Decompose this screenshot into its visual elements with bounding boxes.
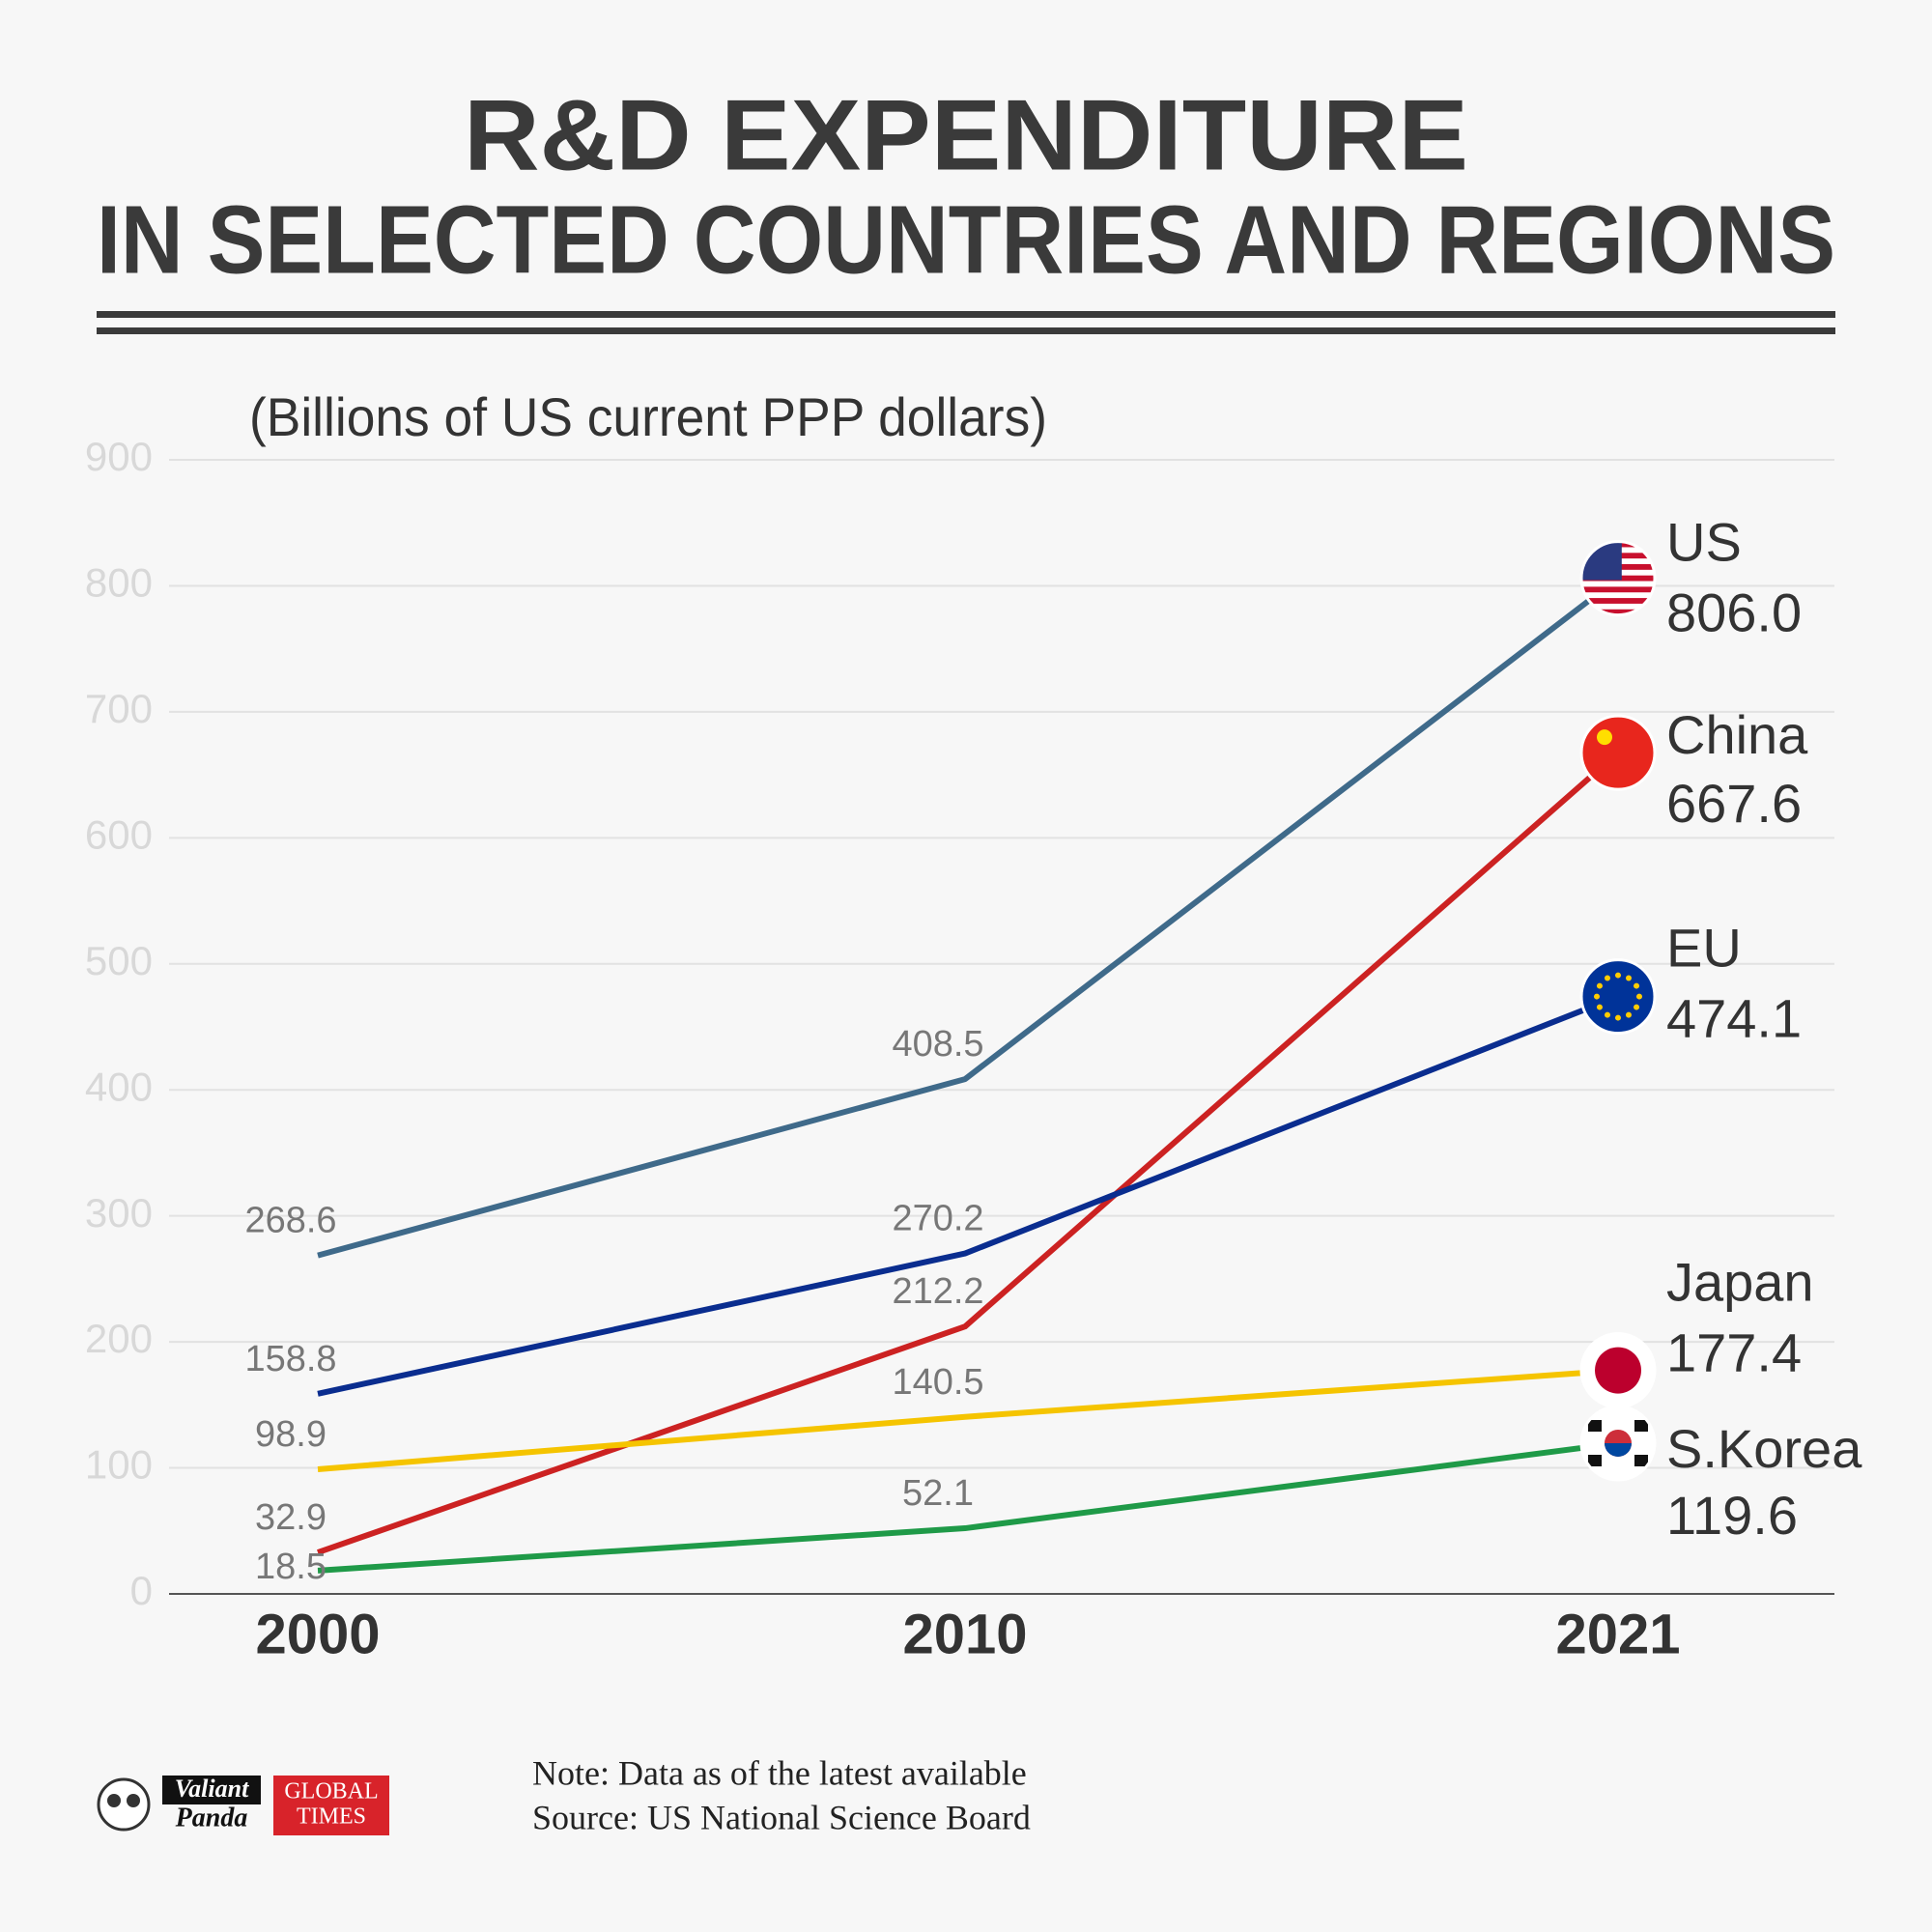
flag-trigram <box>1588 1454 1602 1466</box>
y-tick-label: 0 <box>130 1568 153 1613</box>
data-label: 270.2 <box>892 1199 983 1239</box>
flag-stripe <box>1581 598 1655 604</box>
source: Source: US National Science Board <box>532 1798 1031 1836</box>
y-tick-label: 200 <box>85 1316 153 1361</box>
flag-edge <box>1579 540 1657 617</box>
logo-valiant-panda: Valiant Panda <box>97 1775 261 1833</box>
logo-box <box>162 1776 261 1804</box>
flag-art <box>1581 1333 1655 1407</box>
series-line <box>317 576 1620 1259</box>
series-line <box>317 993 1620 1397</box>
legend-label: China <box>1666 704 1808 765</box>
logo-text: TIMES <box>297 1804 366 1830</box>
y-tick-label: 600 <box>85 811 153 857</box>
flag-trigram <box>1588 1419 1602 1432</box>
flag-edge <box>1579 714 1657 791</box>
flag <box>1579 714 1657 791</box>
flag-disc <box>1605 1442 1632 1457</box>
logo-text: Valiant <box>175 1775 249 1803</box>
data-label: 32.9 <box>255 1497 327 1538</box>
logo-box <box>273 1776 389 1835</box>
flag-stripe <box>1581 586 1655 593</box>
y-axis-label: (Billions of US current PPP dollars) <box>249 386 1047 447</box>
x-tick-label: 2010 <box>902 1603 1027 1665</box>
flag-art <box>1581 716 1655 790</box>
data-label: 177.4 <box>1666 1321 1802 1382</box>
flag-star <box>1634 1004 1640 1010</box>
panda-eye <box>127 1794 140 1807</box>
data-label: 52.1 <box>902 1473 974 1514</box>
flag-star <box>1596 982 1603 989</box>
flag-trigram <box>1634 1419 1648 1432</box>
rule <box>97 327 1835 334</box>
flag-star <box>1615 972 1621 979</box>
flag-star <box>1594 993 1600 1000</box>
flag-disc <box>1595 1347 1641 1394</box>
flag-edge <box>1579 1405 1657 1482</box>
note: Note: Data as of the latest available <box>532 1753 1027 1792</box>
flag <box>1579 1332 1657 1409</box>
flag-art <box>1581 959 1655 1034</box>
flag <box>1579 958 1657 1036</box>
y-tick-label: 700 <box>85 686 153 731</box>
data-label: 667.6 <box>1666 773 1802 834</box>
series-line <box>317 1367 1619 1472</box>
flag-trigram <box>1634 1454 1648 1466</box>
flag <box>1579 540 1657 617</box>
panda-icon <box>97 1777 151 1832</box>
flag-star <box>1634 982 1640 989</box>
data-label: 212.2 <box>892 1271 983 1312</box>
y-tick-label: 500 <box>85 938 153 983</box>
series-line <box>317 750 1620 1555</box>
plot-area: 0 100 200 300 400 500 600 700 800 900 2000 2010 2021… <box>85 434 1862 1665</box>
logo-text: GLOBAL <box>284 1779 378 1804</box>
flag-edge <box>1579 958 1657 1036</box>
flag-star <box>1605 1011 1610 1018</box>
logo-text: Panda <box>175 1803 248 1833</box>
y-tick-label: 100 <box>85 1442 153 1488</box>
panda-eye <box>107 1794 121 1807</box>
flag-star <box>1636 993 1642 1000</box>
y-tick-label: 800 <box>85 560 153 606</box>
y-tick-label: 900 <box>85 434 153 479</box>
data-label: 140.5 <box>892 1362 983 1403</box>
logo-global-times: GLOBAL TIMES <box>273 1776 389 1835</box>
legend-label: Japan <box>1666 1251 1814 1312</box>
flag-field <box>1581 716 1655 790</box>
data-label: 474.1 <box>1666 987 1802 1048</box>
data-label: 268.6 <box>244 1201 336 1241</box>
legend-label: S.Korea <box>1666 1418 1862 1479</box>
flag-star <box>1597 729 1612 746</box>
data-label: 98.9 <box>255 1414 327 1455</box>
flag-field <box>1581 959 1655 1034</box>
legend-label: EU <box>1666 917 1742 978</box>
x-tick-label: 2000 <box>255 1603 380 1665</box>
flag <box>1579 1405 1657 1482</box>
flag-star <box>1615 1014 1621 1021</box>
flag-star <box>1626 1011 1632 1018</box>
data-label: 158.8 <box>244 1339 336 1379</box>
data-label: 18.5 <box>255 1547 327 1587</box>
data-label: 408.5 <box>892 1024 983 1065</box>
series-line <box>317 1440 1619 1574</box>
chart-subtitle: IN SELECTED COUNTRIES AND REGIONS <box>97 185 1835 294</box>
flag-art <box>1581 1406 1655 1480</box>
flag-art <box>1581 541 1655 615</box>
flag-star <box>1626 975 1632 981</box>
flag-stripe <box>1581 609 1655 615</box>
flag-star <box>1596 1004 1603 1010</box>
data-label: 119.6 <box>1666 1485 1798 1546</box>
rule <box>97 311 1835 318</box>
chart-title: R&D EXPENDITURE <box>464 79 1468 191</box>
flag-star <box>1605 975 1610 981</box>
x-tick-label: 2021 <box>1555 1603 1680 1665</box>
y-tick-label: 300 <box>85 1190 153 1236</box>
y-tick-label: 400 <box>85 1064 153 1109</box>
legend-label: US <box>1666 511 1742 572</box>
data-label: 806.0 <box>1666 582 1802 642</box>
